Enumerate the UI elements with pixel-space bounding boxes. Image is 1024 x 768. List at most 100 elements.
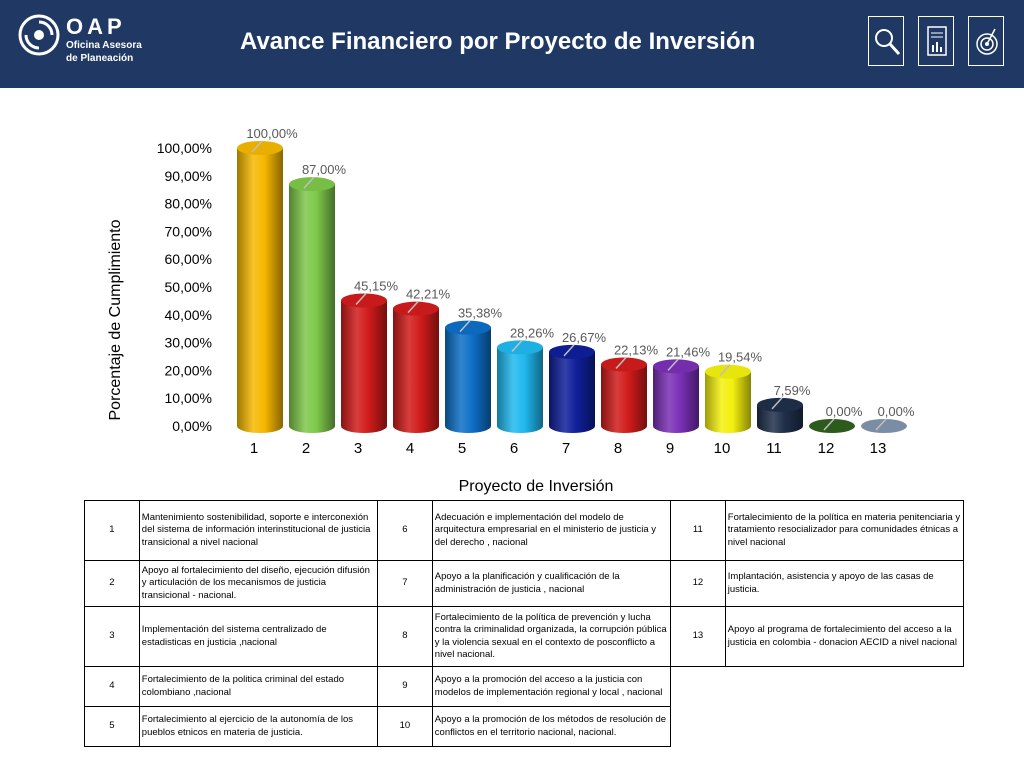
- project-description: Fortalecimiento al ejercicio de la auton…: [138, 706, 378, 747]
- y-tick-label: 60,00%: [165, 251, 212, 267]
- project-number: 9: [376, 666, 433, 707]
- bar-body: [445, 327, 491, 433]
- y-axis-label: Porcentaje de Cumplimiento: [107, 219, 124, 420]
- bar-body: [601, 364, 647, 433]
- bar-body: [393, 308, 439, 433]
- data-label-leader: [407, 301, 419, 314]
- bar-cap: [237, 141, 283, 155]
- x-tick-label: 9: [666, 440, 674, 457]
- y-tick-label: 90,00%: [165, 168, 212, 184]
- data-label-leader: [875, 418, 887, 431]
- bar-body: [497, 347, 543, 433]
- x-tick-label: 11: [766, 440, 782, 457]
- data-label-leader: [459, 320, 471, 333]
- data-label-leader: [511, 339, 523, 352]
- bar-body: [705, 371, 751, 433]
- bar-cap: [705, 364, 751, 379]
- x-tick-label: 1: [250, 440, 258, 457]
- bar-cap: [497, 340, 543, 355]
- empty-cell: [725, 707, 963, 747]
- project-description: Fortalecimiento de la política de preven…: [431, 606, 671, 667]
- org-short-name: OAP: [66, 14, 126, 39]
- data-label: 87,00%: [302, 162, 347, 177]
- data-label: 45,15%: [354, 278, 399, 293]
- data-label: 0,00%: [878, 404, 915, 419]
- x-tick-label: 8: [614, 440, 622, 457]
- y-tick-label: 50,00%: [165, 279, 212, 295]
- x-tick-label: 4: [406, 440, 414, 457]
- project-number: 4: [84, 666, 140, 707]
- search-icon[interactable]: [868, 16, 904, 66]
- x-tick-label: 3: [354, 440, 362, 457]
- bar-project-12: 0,00%: [809, 404, 863, 433]
- x-tick-label: 5: [458, 440, 466, 457]
- data-label: 0,00%: [826, 404, 863, 419]
- bar-body: [341, 300, 387, 433]
- y-tick-label: 10,00%: [165, 390, 212, 406]
- project-description: Apoyo al programa de fortalecimiento del…: [724, 606, 965, 667]
- table-row: 4 Fortalecimiento de la politica criminal…: [84, 666, 964, 707]
- project-number: 11: [669, 500, 726, 561]
- bar-body: [549, 351, 595, 433]
- data-label-leader: [719, 364, 731, 377]
- data-label: 7,59%: [774, 383, 811, 398]
- data-label: 28,26%: [510, 325, 555, 340]
- bar-project-4: 42,21%: [393, 287, 450, 433]
- bar-project-10: 19,54%: [705, 350, 762, 433]
- data-label: 19,54%: [718, 350, 763, 365]
- bar-cap: [549, 344, 595, 359]
- project-legend-table: 1 Mantenimiento sostenibilidad, soporte e…: [84, 500, 965, 747]
- data-label: 42,21%: [406, 287, 451, 302]
- project-number: 8: [376, 606, 433, 667]
- bar-cap: [757, 397, 803, 412]
- oap-logo-icon: [18, 14, 60, 56]
- bar-project-6: 28,26%: [497, 325, 554, 433]
- project-description: Implementación del sistema centralizado …: [138, 606, 378, 667]
- project-description: Apoyo a la promoción del acceso a la jus…: [431, 666, 671, 707]
- bar-cap: [341, 293, 387, 308]
- y-tick-label: 70,00%: [165, 223, 212, 239]
- y-tick-label: 100,00%: [157, 140, 212, 156]
- y-tick-label: 30,00%: [165, 335, 212, 351]
- bar-cap: [289, 177, 335, 192]
- table-row: 5 Fortalecimiento al ejercicio de la auto…: [84, 706, 964, 747]
- bar-chart: 0,00%10,00%20,00%30,00%40,00%50,00%60,00…: [107, 126, 915, 495]
- project-number: 10: [376, 706, 433, 747]
- target-icon[interactable]: [968, 16, 1004, 66]
- bar-project-11: 7,59%: [757, 383, 811, 433]
- project-number: 12: [669, 560, 726, 607]
- bar-project-3: 45,15%: [341, 278, 398, 433]
- bar-project-2: 87,00%: [289, 162, 346, 433]
- project-number: 6: [376, 500, 433, 561]
- bar-body: [757, 404, 803, 433]
- empty-cell: [725, 667, 963, 707]
- table-row: 3 Implementación del sistema centralizado…: [84, 606, 965, 667]
- bar-cap: [601, 357, 647, 372]
- bar-project-1: 100,00%: [237, 126, 298, 433]
- project-number: 7: [376, 560, 433, 607]
- bar-project-9: 21,46%: [653, 344, 710, 433]
- project-description: Fortalecimiento de la politica criminal …: [138, 666, 378, 707]
- project-description: Mantenimiento sostenibilidad, soporte e …: [138, 500, 378, 561]
- data-label: 21,46%: [666, 344, 711, 359]
- project-number: 3: [84, 606, 140, 667]
- project-description: Adecuación e implementación del modelo d…: [431, 500, 671, 561]
- bar-body: [237, 148, 283, 433]
- bar-project-7: 26,67%: [549, 330, 606, 433]
- table-row: 1 Mantenimiento sostenibilidad, soporte e…: [84, 500, 965, 561]
- data-label-leader: [563, 344, 575, 357]
- project-number: 2: [84, 560, 140, 607]
- data-label-leader: [251, 140, 263, 153]
- x-tick-label: 6: [510, 440, 518, 457]
- x-tick-label: 12: [818, 440, 835, 457]
- y-tick-label: 40,00%: [165, 307, 212, 323]
- bar-cap: [445, 320, 491, 335]
- bar-cap: [393, 301, 439, 316]
- empty-cell: [670, 667, 725, 707]
- report-icon[interactable]: [918, 16, 954, 66]
- bar-body: [289, 184, 335, 433]
- y-tick-label: 0,00%: [172, 418, 212, 434]
- project-description: Apoyo a la planificación y cualificación…: [431, 560, 671, 607]
- data-label-leader: [823, 418, 835, 431]
- data-label-leader: [303, 176, 315, 189]
